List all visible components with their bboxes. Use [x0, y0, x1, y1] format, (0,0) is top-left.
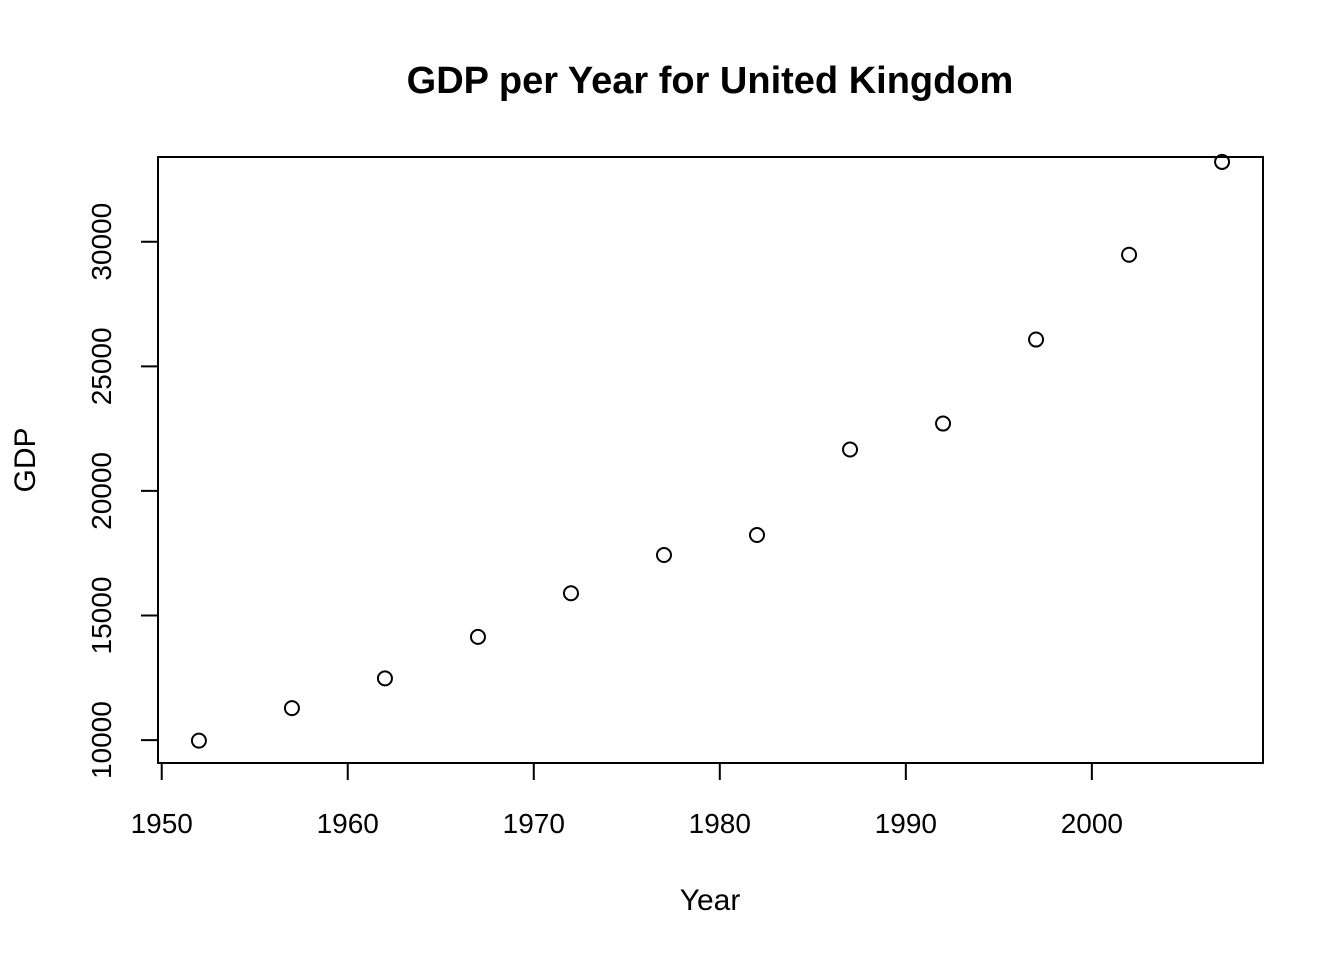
x-tick-label: 1990: [875, 808, 937, 839]
data-point: [935, 415, 952, 432]
x-tick-label: 1980: [689, 808, 751, 839]
data-point: [842, 441, 859, 458]
data-points: [190, 153, 1231, 749]
data-point: [1121, 246, 1138, 263]
x-tick-label: 1950: [131, 808, 193, 839]
y-tick-label: 10000: [86, 701, 117, 779]
data-point: [1214, 153, 1231, 170]
x-tick-label: 1970: [503, 808, 565, 839]
data-point: [376, 670, 393, 687]
data-point: [1028, 331, 1045, 348]
y-axis: 10000 15000 20000 25000 30000: [86, 203, 159, 779]
y-tick-label: 25000: [86, 327, 117, 405]
data-point: [562, 585, 579, 602]
plot-frame: [157, 156, 1264, 764]
y-axis-label: GDP: [9, 427, 42, 492]
chart-title: GDP per Year for United Kingdom: [407, 60, 1014, 102]
data-point: [283, 700, 300, 717]
data-point: [749, 526, 766, 543]
y-tick-label: 20000: [86, 452, 117, 530]
x-tick-label: 2000: [1061, 808, 1123, 839]
y-tick-label: 15000: [86, 577, 117, 655]
data-point: [190, 732, 207, 749]
x-tick-label: 1960: [317, 808, 379, 839]
y-tick-label: 30000: [86, 203, 117, 281]
x-axis-label: Year: [680, 884, 741, 917]
x-axis: 1950 1960 1970 1980 1990 2000: [131, 762, 1123, 839]
data-point: [655, 547, 672, 564]
data-point: [469, 628, 486, 645]
